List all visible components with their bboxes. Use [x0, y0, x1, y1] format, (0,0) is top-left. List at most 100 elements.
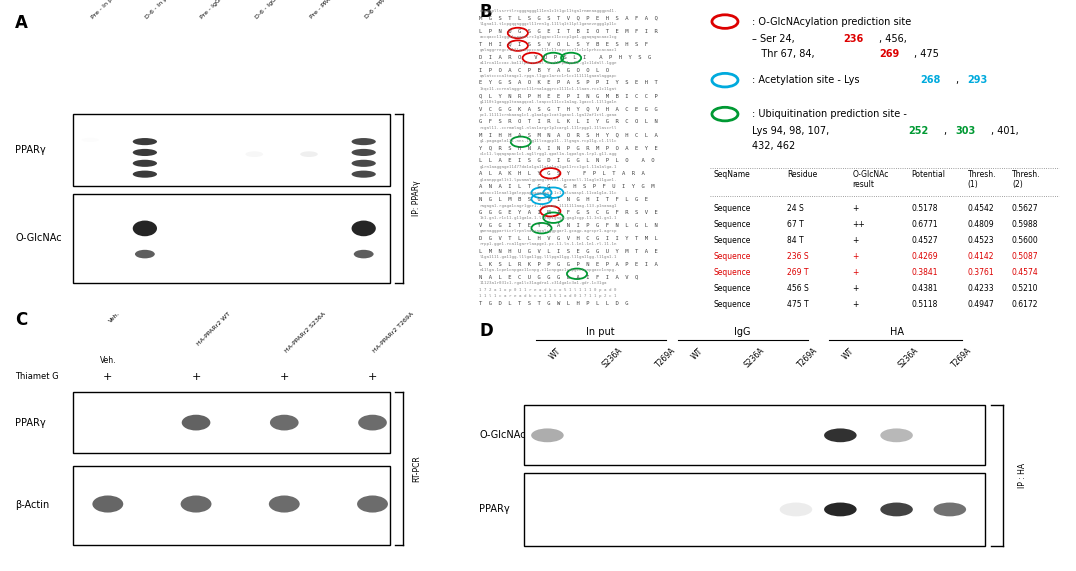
Ellipse shape — [134, 250, 155, 259]
Text: Sequence: Sequence — [713, 203, 750, 212]
Text: 303: 303 — [955, 126, 976, 136]
Ellipse shape — [352, 171, 376, 178]
Text: qalatcccca1taagc1.rpga.l1gpc1arcc1r1cc111111gaaalaggapc: qalatcccca1taagc1.rpga.l1gpc1arcc1r1cc11… — [480, 74, 617, 78]
Text: pc1.11111crnbaaag1c1.g1aa1gc1cat1gaac1.1ga12af1ct1.gaaa: pc1.11111crnbaaag1c1.g1aa1gc1cat1gaac1.1… — [480, 113, 617, 117]
Text: Residue: Residue — [788, 170, 818, 179]
Text: galaggrregcc111lqcappccac111c11capcccc11c1c1prhccacaac1: galaggrregcc111lqcappccac111c11capcccc11… — [480, 48, 617, 52]
Text: : O-GlcNAcylation prediction site: : O-GlcNAcylation prediction site — [751, 17, 911, 27]
Ellipse shape — [245, 151, 264, 157]
Text: G  G  G  E  Y  A  I  M  I  F  G  S  C  G  F  R  S  V  E: G G G E Y A I M I F G S C G F R S V E — [480, 210, 659, 215]
Text: 1 7 2 a 1 o p 0 1 1 r e a d b c o 5 1 l 1 1 1 0 p a d 0: 1 7 2 a 1 o p 0 1 1 r e a d b c o 5 1 l … — [480, 288, 617, 292]
Text: D-6 - PPARr: D-6 - PPARr — [364, 0, 392, 20]
Text: O-GlcNAc: O-GlcNAc — [480, 431, 526, 440]
Text: ,: , — [955, 75, 962, 85]
Text: 0.4233: 0.4233 — [967, 284, 994, 293]
Ellipse shape — [300, 151, 317, 157]
Text: 1 1 l 1 c a r e a d b c o 1 1 5 1 a d 0 1 7 1 1 p 2 c 1: 1 1 l 1 c a r e a d b c o 1 1 5 1 a d 0 … — [480, 294, 617, 298]
Ellipse shape — [132, 138, 157, 145]
Text: Sequence: Sequence — [713, 236, 750, 244]
Text: E  Y  G  S  A  O  K  E  P  A  S  P  P  I  Y  S  E  H  T: E Y G S A O K E P A S P P I Y S E H T — [480, 81, 659, 86]
Text: 252: 252 — [908, 126, 929, 136]
Text: T269A: T269A — [796, 346, 820, 370]
Text: g1rn1aaggage11477da1a1ga11a1a1aa1ga11rcc1gc1.11a1alga.1: g1rn1aaggage11477da1a1ga11a1a1aa1ga11rcc… — [480, 164, 617, 168]
Text: D  G  V  T  L  L  H  V  G  V  H  C  G  I  I  Y  T  M  L: D G V T L L H V G V H C G I I Y T M L — [480, 236, 659, 241]
Text: Pre - IgG: Pre - IgG — [199, 0, 222, 20]
Text: SeqName: SeqName — [713, 170, 750, 179]
Text: +: + — [852, 236, 859, 244]
Text: G  F  S  R  O  T  I  R  L  K  L  I  Y  G  R  C  O  L  N: G F S R O T I R L K L I Y G R C O L N — [480, 119, 659, 124]
Text: B: B — [480, 3, 492, 21]
Ellipse shape — [824, 502, 856, 516]
Ellipse shape — [780, 502, 812, 516]
Text: 0.4269: 0.4269 — [911, 252, 938, 260]
Text: 0.6172: 0.6172 — [1011, 300, 1038, 309]
Text: M  G  S  T  L  S  G  S  T  V  Q  P  E  H  S  A  F  A  Q: M G S T L S G S T V Q P E H S A F A Q — [480, 16, 659, 21]
Text: M  I  H  H  A  S  M  N  A  O  R  S  H  Y  Q  H  C  L  A: M I H H A S M N A O R S H Y Q H C L A — [480, 132, 659, 137]
Text: a11rca11ccac.ba11lpaccccal.acc11rpn1pal1.g1c11dall.1gge: a11rca11ccac.ba11lpaccccal.acc11rpn1pal1… — [480, 61, 617, 65]
Text: +: + — [852, 268, 859, 276]
Text: 475 T: 475 T — [788, 300, 809, 309]
Text: A  N  A  I  L  T  G  G    G  H  S  P  F  U  I  Y  G  M: A N A I L T G G G H S P F U I Y G M — [480, 184, 655, 189]
Text: 1t1.gn1.r1c11.g11ga1a.1.l1aap1gagg.gag1cgp.11.1n1.gn1.1: 1t1.gn1.r1c11.g11ga1a.1.l1aap1gagg.gag1c… — [480, 216, 617, 220]
Ellipse shape — [358, 415, 387, 431]
Text: , 456,: , 456, — [879, 34, 907, 43]
Text: Sequence: Sequence — [713, 219, 750, 228]
Text: 0.4574: 0.4574 — [1011, 268, 1038, 276]
Text: T269A: T269A — [950, 346, 974, 370]
Text: atgggpllssrrtlrcgggaggg111nn1c1t1gc11tga1rnmnaagggpn41.: atgggpllssrrtlrcgggaggg111nn1c1t1gc11tga… — [480, 9, 617, 13]
Text: , 401,: , 401, — [991, 126, 1019, 136]
Text: HA-PPARr2 WT: HA-PPARr2 WT — [196, 311, 231, 347]
Text: D-6 - IgG: D-6 - IgG — [254, 0, 278, 20]
Text: accqacc11cggalcagpc1rc1g1ggacc11cccp1ga1.ggaqagacaac1cg: accqacc11cggalcagpc1rc1g1ggacc11cccp1ga1… — [480, 35, 617, 39]
Text: HA-PPARr2 T269A: HA-PPARr2 T269A — [372, 311, 415, 353]
Ellipse shape — [934, 502, 966, 516]
Text: I  P  O  A  C  P  B  Y  A  G  O  O  L  O: I P O A C P B Y A G O O L O — [480, 67, 609, 73]
Text: PPARγ: PPARγ — [15, 145, 46, 155]
Text: g1.pagagala111.nns.1ag11lcagpp11..1lgaga.rcp11g.c1.1l1c: g1.pagagala111.nns.1ag11lcagpp11..1lgaga… — [480, 139, 617, 143]
Text: 0.5118: 0.5118 — [911, 300, 938, 309]
Text: 1tqc11.ccrnalaggrcc111rna1aggrcc1111c1.1laan.rcc1c11gat: 1tqc11.ccrnalaggrcc111rna1aggrcc1111c1.1… — [480, 87, 617, 91]
Text: – Ser 24,: – Ser 24, — [751, 34, 797, 43]
Text: L  L  A  E  I  S  G  D  I  G  G  L  N  P  L  O    A  O: L L A E I S G D I G G L N P L O A O — [480, 158, 659, 163]
Text: A  L  A  K  H  L  Y  G  S  Y    F  P  L  T  A  R  A: A L A K H L Y G S Y F P L T A R A — [480, 171, 646, 176]
Text: WT: WT — [840, 346, 855, 361]
Text: +: + — [852, 203, 859, 212]
Text: aatncc11naal1galeppagaagaagal.1c1.aluaasp1.11ca1g1a.11c: aatncc11naal1galeppagaagaagal.1c1.aluaas… — [480, 191, 617, 195]
Text: +: + — [280, 372, 289, 381]
Text: 0.5178: 0.5178 — [911, 203, 938, 212]
Bar — [72, 392, 391, 453]
Ellipse shape — [270, 415, 299, 431]
Text: IP : HA: IP : HA — [1018, 463, 1027, 488]
Text: WT: WT — [690, 346, 705, 361]
Text: Thresh.: Thresh. — [967, 170, 996, 179]
Ellipse shape — [354, 250, 373, 259]
Text: +: + — [852, 284, 859, 293]
Text: 24 S: 24 S — [788, 203, 804, 212]
Text: 0.5988: 0.5988 — [1011, 219, 1038, 228]
Text: , 475: , 475 — [915, 49, 939, 59]
Text: 0.4542: 0.4542 — [967, 203, 994, 212]
Ellipse shape — [269, 496, 300, 513]
Text: 0.3761: 0.3761 — [967, 268, 994, 276]
Text: Pre - PPARr: Pre - PPARr — [309, 0, 337, 20]
Text: 0.5600: 0.5600 — [1011, 236, 1038, 244]
Text: Q  L  Y  N  R  P  H  E  E  P  I  N  G  M  B  I  C  C  P: Q L Y N R P H E E P I N G M B I C C P — [480, 94, 659, 98]
Text: 11123a1r031c1.rga1lc31agdra1.c314ga1c3a1.gdr.1c31ga: 11123a1r031c1.rga1lc31agdra1.c314ga1c3a1… — [480, 281, 607, 285]
Text: A: A — [15, 14, 28, 33]
Text: RT-PCR: RT-PCR — [412, 455, 421, 482]
Text: 236 S: 236 S — [788, 252, 809, 260]
Text: ++: ++ — [852, 219, 865, 228]
Text: O-GlcNAc: O-GlcNAc — [15, 234, 61, 243]
Text: IP: PPARγ: IP: PPARγ — [412, 180, 421, 216]
Text: Veh.: Veh. — [100, 356, 116, 365]
Ellipse shape — [352, 138, 376, 145]
Ellipse shape — [880, 502, 912, 516]
Text: gannaggparticrlrpnlnaaragalcggpgar1.gcagp.agrcpr1.agrcp: gannaggparticrlrpnlnaaragalcggpgar1.gcag… — [480, 230, 617, 234]
Text: +: + — [852, 300, 859, 309]
Text: N  G  L  M  B  S  G  Y  I  N  G  H  I  T  F  L  G  E: N G L M B S G Y I N G H I T F L G E — [480, 197, 649, 202]
Text: 269 T: 269 T — [788, 268, 808, 276]
Text: Lys 94, 98, 107,: Lys 94, 98, 107, — [751, 126, 832, 136]
Ellipse shape — [181, 496, 212, 513]
Text: l1gna11.t1cpgqgagggcl11rnn1g.111lq1t11pl1ganeveggg1p11c: l1gna11.t1cpgqgagggcl11rnn1g.111lq1t11pl… — [480, 22, 617, 26]
Ellipse shape — [93, 496, 124, 513]
